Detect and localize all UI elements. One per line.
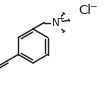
- Text: Cl: Cl: [78, 4, 91, 16]
- Text: +: +: [57, 14, 64, 23]
- Text: N: N: [52, 18, 60, 28]
- Text: −: −: [89, 1, 96, 10]
